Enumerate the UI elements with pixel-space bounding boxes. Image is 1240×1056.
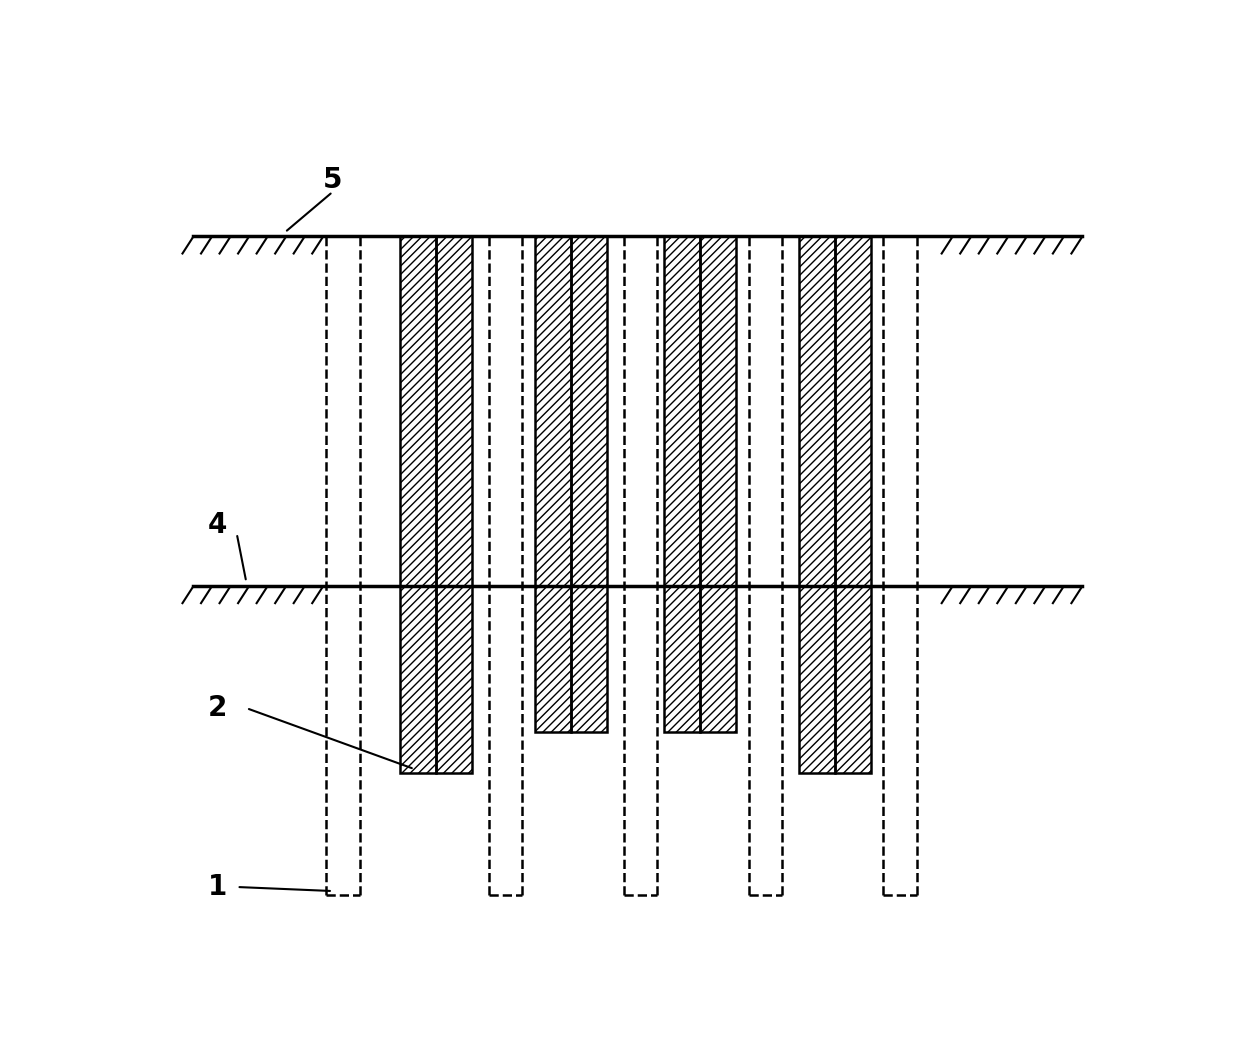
Text: 2: 2 xyxy=(208,694,227,722)
Bar xyxy=(570,237,606,733)
Bar xyxy=(883,237,918,895)
Bar xyxy=(326,237,360,895)
Bar xyxy=(436,237,472,773)
Bar xyxy=(401,237,436,773)
Bar xyxy=(570,237,606,733)
Bar xyxy=(665,237,701,733)
Bar xyxy=(799,237,835,773)
Bar xyxy=(436,237,472,773)
Bar xyxy=(436,237,472,773)
Bar xyxy=(799,237,835,773)
Bar xyxy=(665,237,701,733)
Bar xyxy=(570,237,606,733)
Bar xyxy=(701,237,737,733)
Bar xyxy=(799,237,835,773)
Bar xyxy=(835,237,870,773)
Bar xyxy=(624,237,657,895)
Bar xyxy=(490,237,522,895)
Bar xyxy=(534,237,570,733)
Text: 4: 4 xyxy=(208,511,227,540)
Text: 5: 5 xyxy=(324,166,342,193)
Bar xyxy=(401,237,436,773)
Bar xyxy=(701,237,737,733)
Bar xyxy=(534,237,570,733)
Bar xyxy=(749,237,781,895)
Bar xyxy=(701,237,737,733)
Bar xyxy=(835,237,870,773)
Bar xyxy=(401,237,436,773)
Bar xyxy=(835,237,870,773)
Text: 1: 1 xyxy=(208,873,227,901)
Bar xyxy=(665,237,701,733)
Bar xyxy=(534,237,570,733)
